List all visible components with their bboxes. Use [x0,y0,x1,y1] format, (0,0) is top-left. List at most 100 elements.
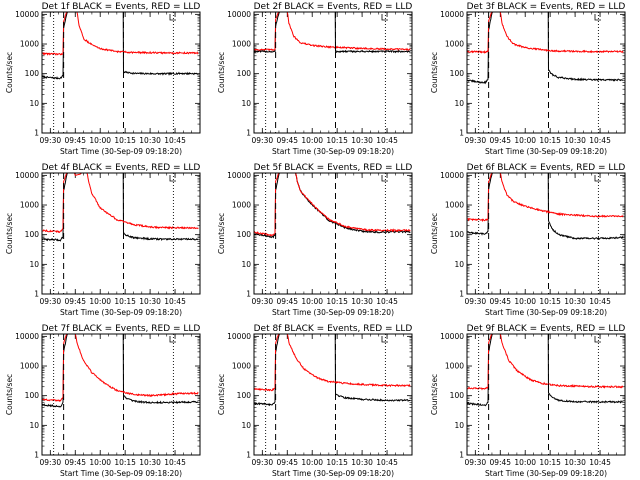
y-axis-label: Counts/sec [5,374,14,415]
x-tick-label: 10:45 [589,136,611,145]
x-tick-label: 09:45 [489,136,511,145]
y-tick-label: 10 [29,99,39,108]
y-tick-label: 10000 [227,171,251,180]
legend-box-mark [381,336,388,343]
y-tick-label: 10 [454,421,464,430]
y-tick-label: 1000 [232,201,251,210]
chart-panel-5: Det 5f BLACK = Events, RED = LLD Counts/s… [217,163,413,317]
y-tick-label: 1 [459,290,464,299]
x-tick-label: 10:30 [351,297,373,306]
series-line-events [253,172,411,239]
legend-box-mark [594,175,601,182]
x-axis-label: Start Time (30-Sep-09 09:18:20) [485,308,607,317]
y-tick-label: 1000 [232,362,251,371]
series-line-events [41,333,199,408]
y-tick-label: 1 [34,129,39,138]
x-tick-label: 09:45 [276,297,298,306]
x-tick-label: 09:30 [465,136,487,145]
x-tick-label: 10:30 [139,297,161,306]
chart-title: Det 5f BLACK = Events, RED = LLD [254,163,413,173]
legend-box-mark [594,336,601,343]
chart-panel-9: Det 9f BLACK = Events, RED = LLD Counts/s… [430,324,626,478]
y-tick-label: 100 [237,69,252,78]
legend-box-mark [169,14,176,21]
y-tick-label: 10 [241,260,251,269]
plot-frame [466,11,626,134]
x-axis-label: Start Time (30-Sep-09 09:18:20) [272,469,394,478]
chart-title: Det 2f BLACK = Events, RED = LLD [254,2,413,12]
legend-box-mark [169,336,176,343]
x-tick-label: 10:30 [351,458,373,467]
x-axis-label: Start Time (30-Sep-09 09:18:20) [272,147,394,156]
y-tick-label: 10 [241,421,251,430]
y-tick-label: 100 [450,391,465,400]
y-tick-label: 100 [25,69,40,78]
legend-box-mark [381,14,388,21]
x-tick-label: 10:00 [89,458,111,467]
x-tick-label: 10:15 [114,136,136,145]
plot-frame [466,333,626,456]
chart-panel-8: Det 8f BLACK = Events, RED = LLD Counts/s… [217,324,413,478]
plot-frame [253,11,413,134]
legend-box-mark [594,14,601,21]
y-tick-label: 100 [25,391,40,400]
x-tick-label: 10:45 [589,297,611,306]
x-tick-label: 10:15 [539,297,561,306]
y-tick-label: 100 [237,230,252,239]
x-axis-label: Start Time (30-Sep-09 09:18:20) [60,469,182,478]
plot-frame [466,172,626,295]
chart-title: Det 1f BLACK = Events, RED = LLD [42,2,201,12]
plot-frame [253,333,413,456]
x-tick-label: 10:45 [376,297,398,306]
series-line-events [254,333,411,407]
x-tick-label: 09:45 [64,458,86,467]
x-tick-label: 10:30 [564,297,586,306]
y-tick-label: 1 [459,451,464,460]
chart-panel-2: Det 2f BLACK = Events, RED = LLD Counts/s… [217,2,413,156]
series-line-events [253,11,411,54]
y-axis-label: Counts/sec [430,52,439,93]
y-axis-label: Counts/sec [217,213,226,254]
y-tick-label: 10000 [15,10,39,19]
y-tick-label: 1 [246,451,251,460]
y-tick-label: 1000 [20,40,39,49]
series-line-events [41,172,199,242]
y-axis-label: Counts/sec [5,213,14,254]
plot-frame [41,172,201,295]
y-tick-label: 1 [34,451,39,460]
chart-panel-7: Det 7f BLACK = Events, RED = LLD Counts/s… [5,324,201,478]
y-tick-label: 10 [454,99,464,108]
x-tick-label: 09:30 [40,458,62,467]
chart-title: Det 8f BLACK = Events, RED = LLD [254,324,413,334]
chart-title: Det 6f BLACK = Events, RED = LLD [467,163,626,173]
x-tick-label: 10:15 [114,297,136,306]
x-tick-label: 10:45 [164,458,186,467]
series-line-events [466,172,624,241]
chart-title: Det 9f BLACK = Events, RED = LLD [467,324,626,334]
y-tick-label: 1000 [445,362,464,371]
x-tick-label: 10:30 [139,136,161,145]
y-axis-label: Counts/sec [430,213,439,254]
x-tick-label: 10:15 [326,458,348,467]
y-tick-label: 10000 [15,171,39,180]
x-axis-label: Start Time (30-Sep-09 09:18:20) [485,147,607,156]
x-tick-label: 10:15 [539,458,561,467]
x-axis-label: Start Time (30-Sep-09 09:18:20) [272,308,394,317]
chart-panel-4: Det 4f BLACK = Events, RED = LLD Counts/s… [5,163,201,317]
x-axis-label: Start Time (30-Sep-09 09:18:20) [60,147,182,156]
x-tick-label: 10:45 [164,136,186,145]
x-tick-label: 09:30 [40,136,62,145]
y-axis-label: Counts/sec [217,374,226,415]
y-axis-label: Counts/sec [430,374,439,415]
y-tick-label: 1 [459,129,464,138]
series-line-events [41,11,199,80]
x-tick-label: 10:45 [376,136,398,145]
y-tick-label: 10000 [440,332,464,341]
x-axis-label: Start Time (30-Sep-09 09:18:20) [485,469,607,478]
x-tick-label: 09:30 [40,297,62,306]
y-tick-label: 10000 [227,10,251,19]
chart-panel-1: Det 1f BLACK = Events, RED = LLD Counts/s… [5,2,201,156]
y-tick-label: 10000 [440,10,464,19]
x-tick-label: 10:45 [164,297,186,306]
